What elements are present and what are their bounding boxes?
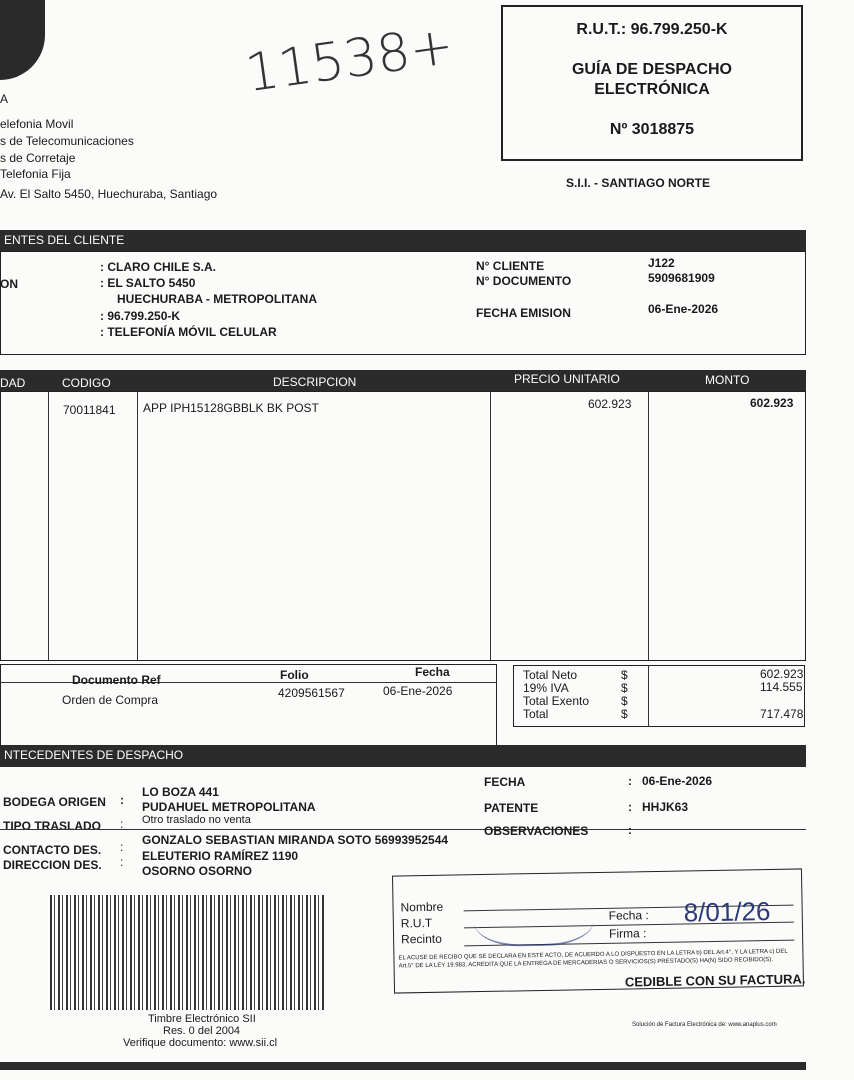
item-code: 70011841	[63, 403, 116, 417]
col-precio: PRECIO UNITARIO	[514, 372, 620, 386]
total-iva: 114.555	[760, 680, 803, 694]
issue-date: 06-Ene-2026	[648, 302, 719, 316]
doc-title-2: ELECTRÓNICA	[594, 81, 710, 98]
patente: : HHJK63	[628, 800, 689, 814]
colon: :	[120, 840, 124, 854]
col-descripcion: DESCRIPCION	[273, 375, 357, 389]
total: 717.478	[760, 707, 804, 721]
item-description: APP IPH15128GBBLK BK POST	[143, 401, 319, 415]
bodega-address: LO BOZA 441	[142, 785, 219, 799]
stamp-line2: Res. 0 del 2004	[163, 1025, 241, 1037]
cedible-label: CEDIBLE CON SU FACTURA.	[624, 971, 806, 990]
colon: :	[120, 817, 124, 831]
total-neto: 602.923	[760, 667, 804, 681]
fecha-label: FECHA	[484, 775, 526, 789]
rut-text: R.U.T.: 96.799.250-K	[576, 21, 728, 38]
document-number-label: N° DOCUMENTO	[476, 274, 572, 288]
sii-office: S.I.I. - SANTIAGO NORTE	[566, 176, 711, 190]
receipt-legal: EL ACUSE DE RECIBO QUE SE DECLARA EN EST…	[398, 948, 788, 970]
client-address: : EL SALTO 5450	[100, 276, 196, 290]
bodega-label: BODEGA ORIGEN	[3, 795, 106, 809]
dispatch-header: NTECEDENTES DE DESPACHO	[0, 745, 806, 767]
document-number: 5909681909	[648, 271, 715, 285]
ref-folio: 4209561567	[278, 686, 345, 700]
company-logo	[0, 0, 45, 80]
contacto-label: CONTACTO DES.	[3, 843, 102, 857]
receipt-fecha: Fecha :	[608, 908, 649, 923]
item-amount: 602.923	[750, 396, 794, 410]
client-name: : CLARO CHILE S.A.	[100, 260, 216, 274]
handwritten-note: 11538+	[241, 15, 458, 105]
signature	[473, 883, 595, 948]
ref-col-fecha: Fecha	[415, 665, 450, 679]
client-rut: : 96.799.250-K	[100, 309, 181, 323]
barcode-pdf417	[50, 895, 325, 1010]
col-cantidad: DAD	[0, 376, 26, 390]
issue-date-label: FECHA EMISION	[476, 306, 571, 320]
receipt-rut: R.U.T	[400, 915, 433, 931]
observaciones-label: OBSERVACIONES	[484, 824, 589, 838]
bodega-city: PUDAHUEL METROPOLITANA	[142, 800, 316, 814]
client-giro: : TELEFONÍA MÓVIL CELULAR	[100, 325, 277, 339]
direccion-label: DIRECCION DES.	[3, 858, 102, 872]
receipt-box: Nombre R.U.T Recinto Fecha : Firma : EL …	[392, 868, 806, 994]
document-box: R.U.T.: 96.799.250-K GUÍA DE DESPACHO EL…	[501, 5, 803, 161]
item-unit-price: 602.923	[588, 397, 632, 411]
footer-credit: Solución de Factura Electrónica de: www.…	[632, 1022, 777, 1028]
tipo-traslado: Otro traslado no venta	[142, 814, 251, 826]
handwritten-date: 8/01/26	[683, 895, 771, 928]
stamp-verify: Verifique documento: www.sii.cl	[123, 1037, 278, 1049]
stamp-line1: Timbre Electrónico SII	[148, 1013, 256, 1025]
ref-col-doc: Documento Ref	[72, 673, 161, 687]
items-header	[0, 370, 806, 392]
colon: :	[628, 823, 632, 837]
patente-label: PATENTE	[484, 801, 539, 815]
footer-bar	[0, 1062, 806, 1070]
tipo-label: TIPO TRASLADO	[3, 819, 101, 833]
doc-title: GUÍA DE DESPACHO	[571, 61, 732, 78]
ref-doc: Orden de Compra	[62, 693, 159, 707]
colon: :	[120, 793, 124, 807]
client-number-label: N° CLIENTE	[476, 259, 545, 273]
col-codigo: CODIGO	[62, 376, 111, 390]
totals-box	[513, 665, 805, 727]
receipt-firma: Firma :	[608, 926, 647, 941]
client-box	[0, 251, 806, 355]
client-number: J122	[648, 256, 675, 270]
direccion-city: OSORNO OSORNO	[142, 864, 253, 878]
dispatch-date: : 06-Ene-2026	[628, 774, 713, 788]
receipt-recinto: Recinto	[400, 931, 442, 947]
ref-col-folio: Folio	[280, 668, 309, 682]
client-header: ENTES DEL CLIENTE	[0, 230, 806, 252]
col-monto: MONTO	[705, 373, 750, 387]
doc-number: Nº 3018875	[609, 121, 695, 138]
direccion: ELEUTERIO RAMÍREZ 1190	[142, 849, 299, 863]
colon: :	[120, 855, 124, 869]
ref-fecha: 06-Ene-2026	[383, 684, 453, 698]
receipt-nombre: Nombre	[400, 899, 444, 915]
client-city: HUECHURABA - METROPOLITANA	[117, 292, 317, 306]
company-logo-letter: A	[0, 92, 9, 106]
client-label: ON	[0, 277, 18, 291]
items-table	[0, 391, 806, 661]
contacto: GONZALO SEBASTIAN MIRANDA SOTO 569939525…	[142, 833, 449, 847]
